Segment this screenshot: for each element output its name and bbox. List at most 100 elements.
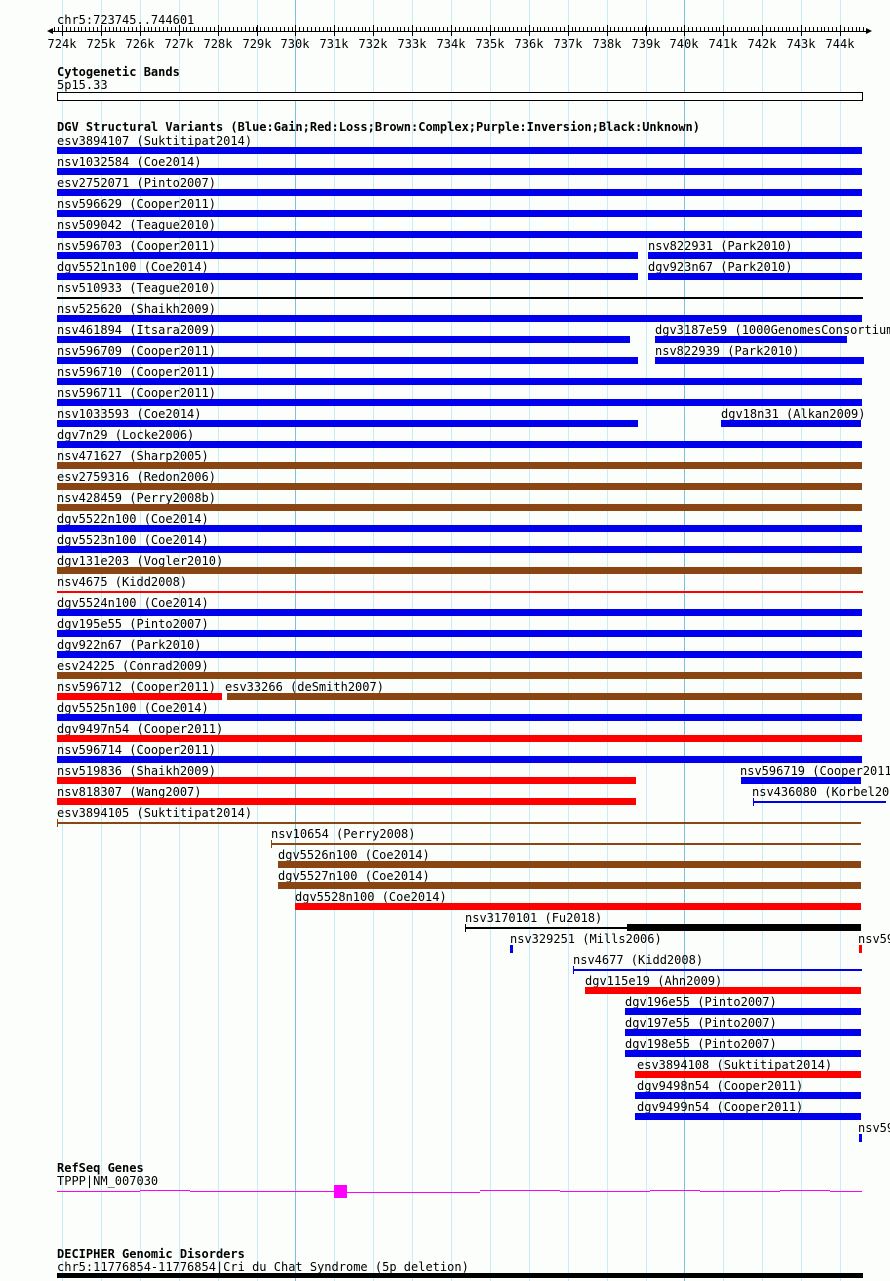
variant-bar[interactable] <box>57 231 862 238</box>
variant-label[interactable]: dgv196e55 (Pinto2007) <box>625 995 777 1009</box>
variant-bar[interactable] <box>57 777 636 784</box>
variant-bar[interactable] <box>648 252 862 259</box>
variant-line[interactable] <box>465 927 627 929</box>
variant-bar[interactable] <box>625 1050 861 1057</box>
variant-label[interactable]: dgv5524n100 (Coe2014) <box>57 596 209 610</box>
variant-bar[interactable] <box>57 714 862 721</box>
variant-line[interactable] <box>271 843 861 845</box>
variant-bar[interactable] <box>57 798 636 805</box>
variant-label[interactable]: dgv5525n100 (Coe2014) <box>57 701 209 715</box>
variant-bar[interactable] <box>57 147 862 154</box>
variant-bar[interactable] <box>57 210 862 217</box>
variant-label[interactable]: nsv471627 (Sharp2005) <box>57 449 209 463</box>
variant-label[interactable]: nsv596709 (Cooper2011) <box>57 344 216 358</box>
variant-label[interactable]: nsv4675 (Kidd2008) <box>57 575 188 589</box>
variant-label[interactable]: dgv5523n100 (Coe2014) <box>57 533 209 547</box>
variant-label[interactable]: esv3894108 (Suktitipat2014) <box>637 1058 833 1072</box>
variant-bar[interactable] <box>57 378 862 385</box>
variant-line[interactable] <box>753 801 886 803</box>
variant-line[interactable] <box>57 822 861 824</box>
variant-point[interactable] <box>859 1134 862 1142</box>
variant-label[interactable]: nsv509042 (Teague2010) <box>57 218 216 232</box>
variant-label[interactable]: dgv5522n100 (Coe2014) <box>57 512 209 526</box>
variant-label[interactable]: dgv131e203 (Vogler2010) <box>57 554 224 568</box>
variant-bar[interactable] <box>57 168 862 175</box>
variant-label[interactable]: nsv59 <box>858 1121 890 1135</box>
variant-bar[interactable] <box>721 420 861 427</box>
variant-label[interactable]: dgv5521n100 (Coe2014) <box>57 260 209 274</box>
variant-label[interactable]: nsv519836 (Shaikh2009) <box>57 764 216 778</box>
variant-label[interactable]: nsv510933 (Teague2010) <box>57 281 216 295</box>
variant-bar[interactable] <box>648 273 862 280</box>
variant-bar[interactable] <box>635 1092 861 1099</box>
variant-label[interactable]: nsv822939 (Park2010) <box>655 344 800 358</box>
variant-bar[interactable] <box>227 693 862 700</box>
variant-label[interactable]: nsv3170101 (Fu2018) <box>465 911 603 925</box>
variant-bar[interactable] <box>57 525 862 532</box>
variant-label[interactable]: nsv596710 (Cooper2011) <box>57 365 216 379</box>
variant-bar[interactable] <box>57 189 862 196</box>
variant-label[interactable]: esv24225 (Conrad2009) <box>57 659 209 673</box>
decipher-disorder-bar[interactable] <box>57 1273 863 1278</box>
variant-label[interactable]: dgv923n67 (Park2010) <box>648 260 793 274</box>
variant-label[interactable]: dgv115e19 (Ahn2009) <box>585 974 723 988</box>
variant-label[interactable]: nsv818307 (Wang2007) <box>57 785 202 799</box>
variant-label[interactable]: esv3894105 (Suktitipat2014) <box>57 806 253 820</box>
variant-label[interactable]: dgv5526n100 (Coe2014) <box>278 848 430 862</box>
variant-label[interactable]: dgv9498n54 (Cooper2011) <box>637 1079 804 1093</box>
variant-label[interactable]: nsv4677 (Kidd2008) <box>573 953 704 967</box>
variant-label[interactable]: nsv525620 (Shaikh2009) <box>57 302 216 316</box>
variant-label[interactable]: dgv195e55 (Pinto2007) <box>57 617 209 631</box>
variant-bar[interactable] <box>57 462 862 469</box>
variant-label[interactable]: dgv922n67 (Park2010) <box>57 638 202 652</box>
variant-bar[interactable] <box>57 693 222 700</box>
variant-bar[interactable] <box>57 567 862 574</box>
variant-bar[interactable] <box>57 609 862 616</box>
variant-label[interactable]: esv2759316 (Redon2006) <box>57 470 216 484</box>
variant-label[interactable]: nsv822931 (Park2010) <box>648 239 793 253</box>
variant-label[interactable]: dgv5528n100 (Coe2014) <box>295 890 447 904</box>
variant-bar[interactable] <box>57 672 862 679</box>
variant-bar[interactable] <box>57 336 630 343</box>
variant-bar[interactable] <box>57 735 862 742</box>
variant-bar[interactable] <box>57 315 862 322</box>
variant-label[interactable]: nsv461894 (Itsara2009) <box>57 323 216 337</box>
variant-bar[interactable] <box>295 903 861 910</box>
variant-bar[interactable] <box>655 357 864 364</box>
variant-label[interactable]: dgv9499n54 (Cooper2011) <box>637 1100 804 1114</box>
variant-bar[interactable] <box>57 756 862 763</box>
variant-bar[interactable] <box>635 1071 861 1078</box>
variant-bar[interactable] <box>57 483 862 490</box>
variant-bar[interactable] <box>57 441 862 448</box>
variant-label[interactable]: nsv596719 (Cooper2011) <box>740 764 890 778</box>
variant-label[interactable]: nsv596711 (Cooper2011) <box>57 386 216 400</box>
variant-bar[interactable] <box>57 420 638 427</box>
variant-label[interactable]: nsv10654 (Perry2008) <box>271 827 416 841</box>
variant-label[interactable]: nsv436080 (Korbel2007) <box>752 785 890 799</box>
variant-bar[interactable] <box>57 546 862 553</box>
variant-label[interactable]: dgv198e55 (Pinto2007) <box>625 1037 777 1051</box>
variant-label[interactable]: nsv59 <box>858 932 890 946</box>
variant-line[interactable] <box>57 297 863 299</box>
variant-label[interactable]: dgv7n29 (Locke2006) <box>57 428 195 442</box>
variant-line[interactable] <box>573 969 862 971</box>
variant-label[interactable]: dgv18n31 (Alkan2009) <box>721 407 866 421</box>
variant-label[interactable]: nsv596703 (Cooper2011) <box>57 239 216 253</box>
variant-label[interactable]: dgv5527n100 (Coe2014) <box>278 869 430 883</box>
variant-label[interactable]: nsv596712 (Cooper2011) <box>57 680 216 694</box>
variant-bar[interactable] <box>57 651 862 658</box>
variant-bar[interactable] <box>57 630 862 637</box>
variant-bar[interactable] <box>57 399 862 406</box>
variant-bar[interactable] <box>635 1113 861 1120</box>
variant-label[interactable]: nsv596629 (Cooper2011) <box>57 197 216 211</box>
variant-point[interactable] <box>510 945 513 953</box>
cytoband-box[interactable] <box>57 92 863 101</box>
variant-bar[interactable] <box>741 777 861 784</box>
gene-exon-block[interactable] <box>334 1185 347 1198</box>
variant-bar[interactable] <box>57 273 638 280</box>
variant-bar[interactable] <box>627 924 861 931</box>
variant-bar[interactable] <box>625 1029 861 1036</box>
variant-label[interactable]: dgv197e55 (Pinto2007) <box>625 1016 777 1030</box>
variant-bar[interactable] <box>278 882 861 889</box>
variant-point[interactable] <box>859 945 862 953</box>
